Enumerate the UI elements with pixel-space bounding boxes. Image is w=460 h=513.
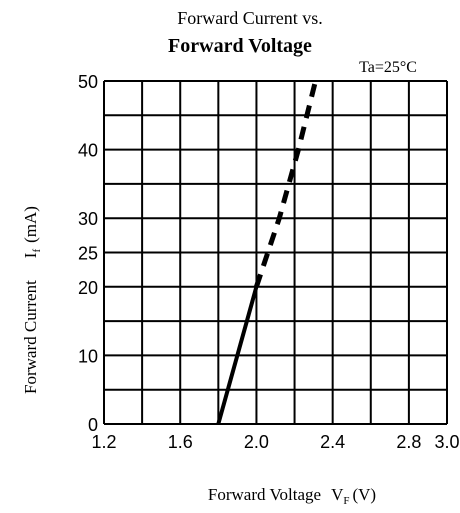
y-tick-label: 20 [78, 278, 98, 298]
y-tick-label: 40 [78, 141, 98, 161]
y-axis-subscript: f [31, 249, 43, 253]
y-axis-label: Forward Current [21, 280, 40, 394]
x-tick-label: 1.2 [91, 432, 116, 452]
ambient-temperature-label: Ta=25°C [359, 59, 417, 76]
y-axis-symbol: I [21, 252, 40, 258]
x-tick-label: 3.0 [434, 432, 459, 452]
x-tick-label: 2.4 [320, 432, 345, 452]
x-tick-label: 2.0 [244, 432, 269, 452]
chart-title-line2: Forward Voltage [168, 35, 312, 57]
y-axis-unit: (mA) [21, 206, 40, 243]
y-tick-label: 10 [78, 346, 98, 366]
y-tick-label: 50 [78, 72, 98, 92]
y-axis-title: Forward Current If (mA) [21, 206, 43, 394]
x-axis-title: Forward Voltage VF (V) [208, 485, 376, 507]
y-tick-label: 0 [88, 415, 98, 435]
x-tick-label: 2.8 [396, 432, 421, 452]
x-axis-label: Forward Voltage [208, 485, 321, 504]
x-axis-unit: (V) [352, 485, 376, 504]
x-axis-symbol: V [331, 485, 344, 504]
series-line-dashed [254, 80, 318, 288]
y-tick-labels: 0 10 20 25 30 40 50 [78, 72, 98, 435]
plot-grid [103, 80, 448, 425]
chart-title-line1: Forward Current vs. [177, 8, 322, 28]
x-axis-subscript: F [343, 495, 349, 507]
data-series [216, 80, 318, 425]
y-tick-label: 30 [78, 209, 98, 229]
series-line-solid [216, 286, 259, 425]
x-tick-label: 1.6 [168, 432, 193, 452]
y-tick-label: 25 [78, 244, 98, 264]
x-tick-labels: 1.2 1.6 2.0 2.4 2.8 3.0 [91, 432, 459, 452]
